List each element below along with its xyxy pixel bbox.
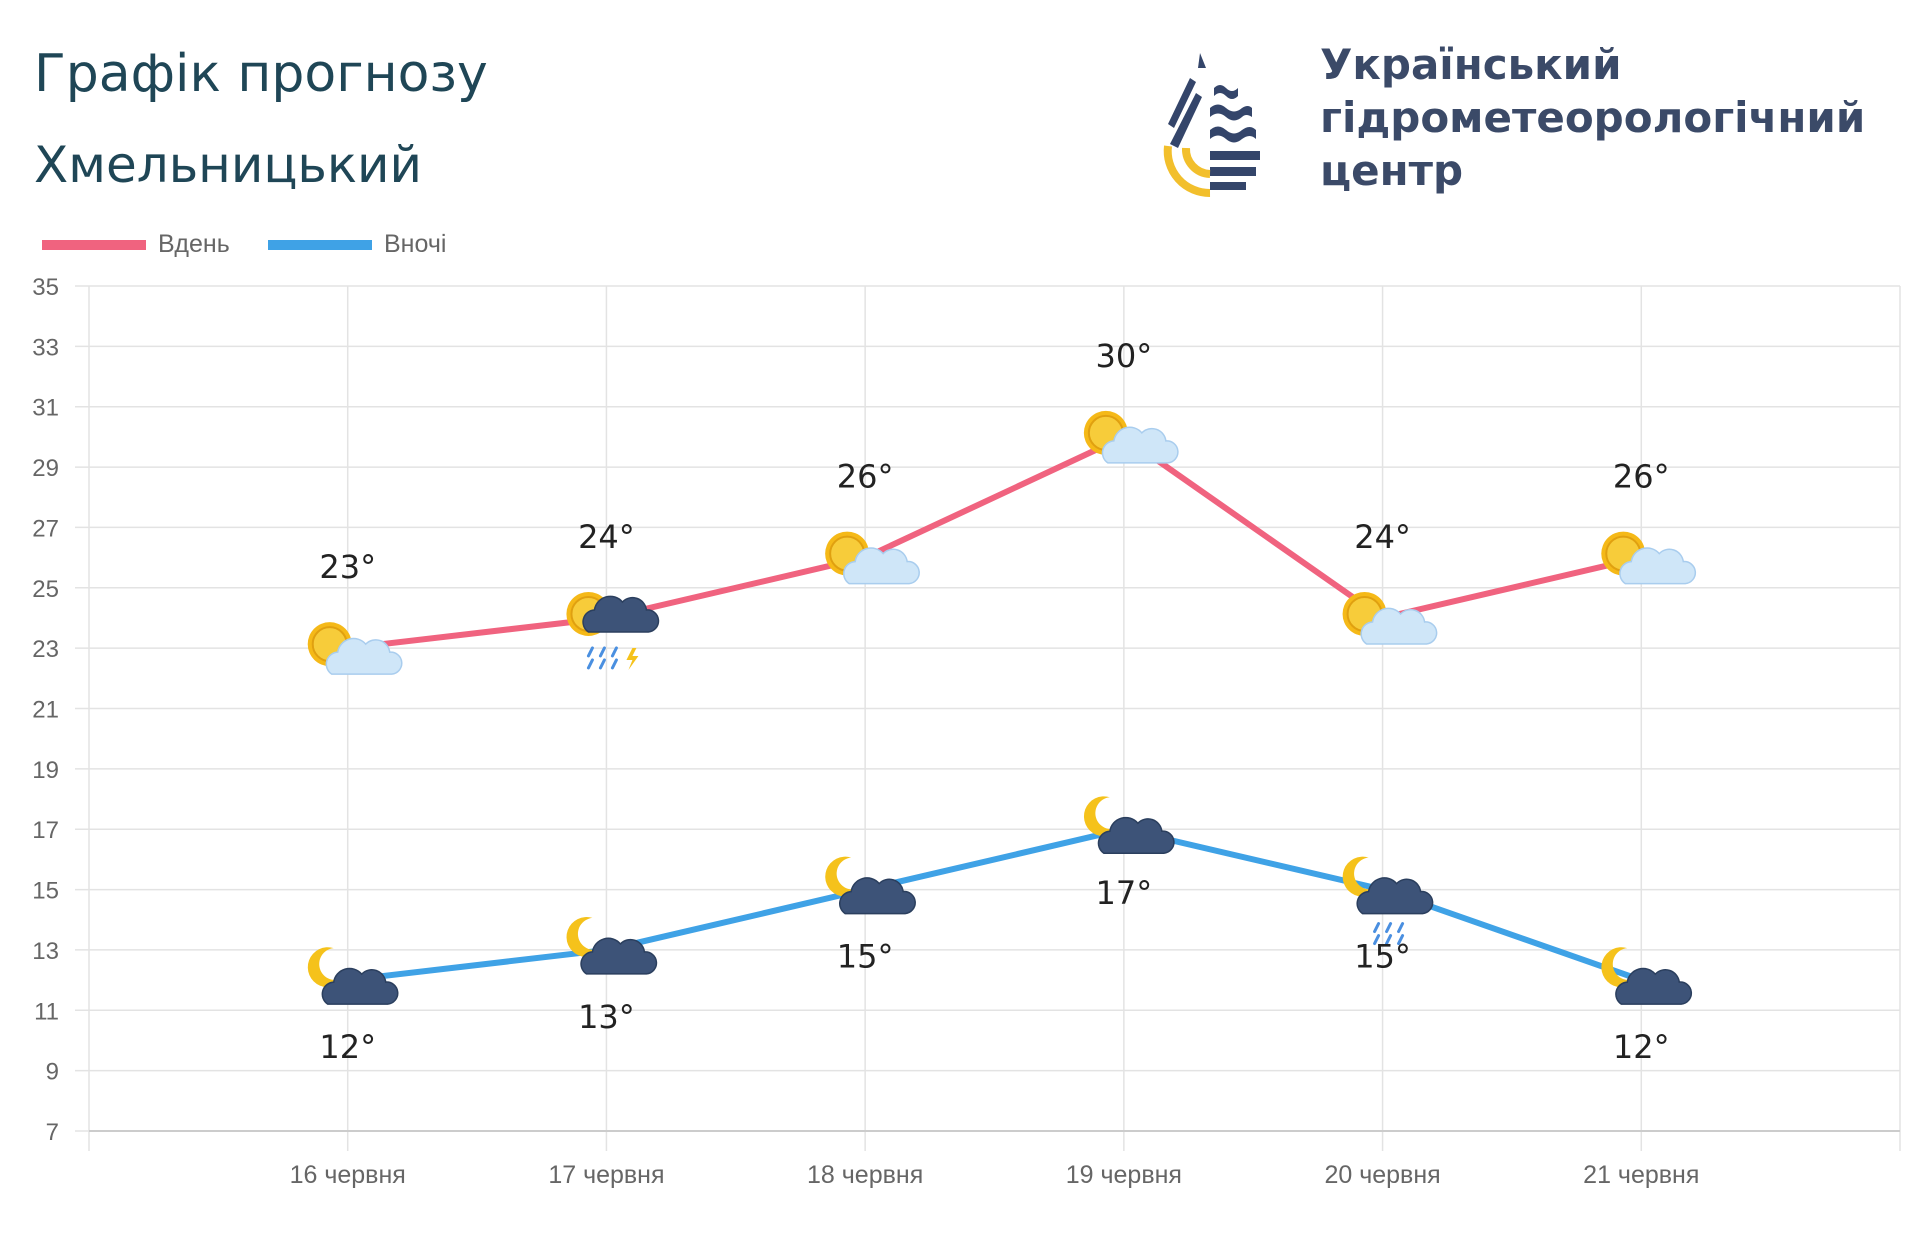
legend-item-day[interactable]: Вдень	[42, 230, 230, 259]
rain-drop	[1373, 934, 1381, 946]
moon-cloud-icon	[1601, 947, 1693, 1005]
moon-shape	[825, 856, 864, 897]
y-tick-label: 21	[32, 697, 59, 724]
legend-item-night[interactable]: Вночі	[268, 230, 446, 259]
x-tick-label: 16 червня	[290, 1161, 406, 1189]
y-tick-label: 35	[32, 274, 59, 301]
cloud-shape	[839, 877, 916, 915]
logo-line-1: Український	[1320, 40, 1622, 89]
data-label: 15°	[1354, 938, 1411, 976]
x-tick-label: 18 червня	[807, 1161, 923, 1189]
legend-label-day: Вдень	[158, 230, 230, 258]
moon-cloud-icon	[825, 856, 916, 915]
cloud-shape	[1619, 547, 1697, 585]
moon-cloud-icon	[307, 947, 399, 1005]
y-tick-label: 7	[46, 1119, 59, 1146]
moon-shape	[1342, 856, 1381, 897]
moon-cloud-icon	[566, 917, 658, 975]
data-label: 12°	[1613, 1028, 1670, 1066]
cloud-shape	[843, 547, 920, 585]
moon-cloud-icon	[1083, 796, 1175, 854]
cloud-shape	[1356, 877, 1434, 915]
rain-drop	[610, 646, 618, 658]
rain-drop	[1385, 934, 1393, 946]
x-tick-label: 19 червня	[1066, 1161, 1182, 1189]
rain-drop	[1373, 922, 1381, 934]
rain-drop	[598, 646, 606, 658]
y-tick-label: 13	[32, 938, 59, 965]
sun-cloud-icon	[307, 622, 403, 675]
data-label: 26°	[1613, 458, 1670, 496]
y-tick-label: 15	[32, 878, 59, 905]
y-tick-label: 9	[46, 1059, 59, 1086]
lightning-bolt	[626, 647, 639, 670]
data-label: 23°	[319, 548, 376, 586]
sun-storm-rain-icon	[566, 591, 660, 670]
rain-drop	[1385, 922, 1393, 934]
y-tick-label: 17	[32, 817, 59, 844]
data-label: 26°	[837, 458, 894, 496]
y-tick-label: 25	[32, 576, 59, 603]
logo-line-2: гідрометеорологічний	[1320, 93, 1866, 142]
cloud-shape	[321, 967, 399, 1005]
cloud-shape	[325, 637, 403, 675]
data-label: 24°	[578, 518, 635, 556]
page-title: Графік прогнозу	[34, 44, 488, 104]
data-label: 30°	[1095, 337, 1152, 375]
logo-text: Український гідрометеорологічний центр	[1320, 38, 1865, 197]
rain-drop	[598, 658, 606, 670]
city-name: Хмельницький	[34, 136, 423, 194]
rain-drop	[1397, 934, 1405, 946]
y-tick-label: 27	[32, 515, 59, 542]
cloud-shape	[1101, 426, 1179, 464]
data-label: 15°	[837, 938, 894, 976]
logo-line-3: центр	[1320, 146, 1464, 195]
legend-swatch-day	[42, 239, 146, 250]
legend-swatch-night	[268, 239, 372, 250]
data-label: 24°	[1354, 518, 1411, 556]
rain-drop	[1397, 922, 1405, 934]
x-tick-label: 21 червня	[1583, 1161, 1699, 1189]
data-label: 13°	[578, 998, 635, 1036]
series-line-night	[347, 826, 1643, 984]
sun-cloud-icon	[825, 531, 920, 585]
moon-shape	[566, 917, 605, 958]
series-line-day	[347, 433, 1642, 652]
legend-label-night: Вночі	[384, 230, 447, 258]
sun-cloud-icon	[1601, 531, 1697, 585]
data-label: 12°	[319, 1028, 376, 1066]
moon-shape	[307, 947, 346, 988]
y-tick-label: 19	[32, 757, 59, 784]
cloud-shape	[1097, 816, 1175, 854]
y-tick-label: 31	[32, 395, 59, 422]
rain-drop	[586, 658, 594, 670]
rain-drop	[610, 658, 618, 670]
cloud-shape	[580, 937, 658, 975]
data-label: 17°	[1095, 874, 1152, 912]
x-tick-label: 20 червня	[1324, 1161, 1440, 1189]
moon-shape	[1601, 947, 1640, 988]
y-tick-label: 11	[34, 998, 59, 1025]
y-tick-label: 23	[32, 636, 59, 663]
x-tick-label: 17 червня	[548, 1161, 664, 1189]
moon-cloud-rain-icon	[1342, 856, 1434, 946]
rain-drop	[586, 646, 594, 658]
cloud-shape	[582, 595, 660, 633]
moon-shape	[1083, 796, 1122, 837]
hydromet-logo-icon	[1163, 53, 1260, 198]
cloud-shape	[1360, 607, 1438, 645]
sun-cloud-icon	[1342, 591, 1438, 645]
y-tick-label: 33	[32, 334, 59, 361]
cloud-shape	[1615, 967, 1693, 1005]
y-tick-label: 29	[32, 455, 59, 482]
sun-cloud-icon	[1083, 410, 1179, 464]
